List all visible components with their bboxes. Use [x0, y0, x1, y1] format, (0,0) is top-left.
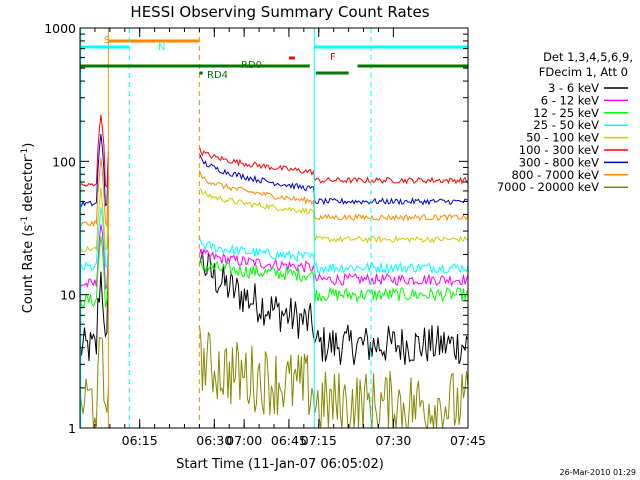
- legend-label: 12 - 25 keV: [533, 106, 599, 120]
- series-line: [79, 114, 109, 189]
- series-line: [198, 236, 469, 275]
- series-line: [79, 207, 109, 272]
- series-line: [198, 145, 469, 185]
- series-line: [79, 336, 109, 429]
- x-axis-label: Start Time (11-Jan-07 06:05:02): [176, 457, 384, 472]
- series-line: [79, 235, 109, 362]
- x-tick-label: 07:45: [450, 433, 486, 448]
- series-line: [198, 170, 469, 222]
- flags-layer: S N F RD0 RD4: [80, 28, 468, 428]
- x-tick-label: 06:45: [271, 433, 307, 448]
- y-tick-label: 1: [68, 421, 76, 436]
- x-tick-label: 06:30: [196, 433, 232, 448]
- y-tick-label: 10: [60, 288, 76, 303]
- flag-label-rd4: RD4: [207, 70, 228, 81]
- legend-label: 3 - 6 keV: [548, 81, 599, 95]
- y-tick-label: 100: [52, 154, 76, 169]
- series-line: [79, 133, 109, 208]
- x-axis: 06:15 06:30 06:45 07:00 07:15 07:30 07:45: [79, 28, 486, 448]
- series-line: [198, 325, 469, 430]
- legend-label: 6 - 12 keV: [541, 93, 599, 107]
- legend-label: 25 - 50 keV: [533, 118, 599, 132]
- legend-label: 100 - 300 keV: [519, 143, 599, 157]
- flag-label-f: F: [330, 52, 336, 63]
- chart-title: HESSI Observing Summary Count Rates: [130, 3, 429, 21]
- series-line: [198, 251, 469, 365]
- series-line: [79, 235, 109, 308]
- legend-header-detectors: Det 1,3,4,5,6,9,: [543, 50, 633, 64]
- series-layer: [79, 114, 469, 430]
- series-line: [79, 187, 109, 253]
- flag-label-s: S: [104, 35, 110, 46]
- series-line: [79, 157, 109, 228]
- plot-frame: [79, 27, 469, 429]
- x-tick-label: 07:15: [301, 433, 337, 448]
- y-axis: 1 10 100 1000: [44, 21, 468, 436]
- flag-label-n: N: [158, 42, 165, 53]
- series-line: [199, 187, 469, 244]
- timestamp: 26-Mar-2010 01:29: [560, 468, 637, 477]
- series-line: [79, 224, 109, 290]
- legend-header-decim: FDecim 1, Att 0: [539, 65, 628, 79]
- series-line: [199, 259, 469, 304]
- x-tick-label: 06:15: [122, 433, 158, 448]
- legend-label: 300 - 800 keV: [519, 155, 599, 169]
- series-line: [198, 153, 468, 206]
- y-axis-label: Count Rate (s-1 detector-1): [20, 143, 36, 314]
- series-line: [198, 248, 469, 287]
- x-tick-label: 07:00: [226, 433, 262, 448]
- flag-label-rd0: RD0: [241, 60, 262, 71]
- legend-label: 7000 - 20000 keV: [497, 180, 599, 194]
- legend: Det 1,3,4,5,6,9, FDecim 1, Att 0 3 - 6 k…: [497, 50, 633, 194]
- legend-label: 800 - 7000 keV: [511, 168, 599, 182]
- legend-label: 50 - 100 keV: [526, 131, 599, 145]
- y-tick-label: 1000: [44, 21, 76, 36]
- x-tick-label: 07:30: [375, 433, 411, 448]
